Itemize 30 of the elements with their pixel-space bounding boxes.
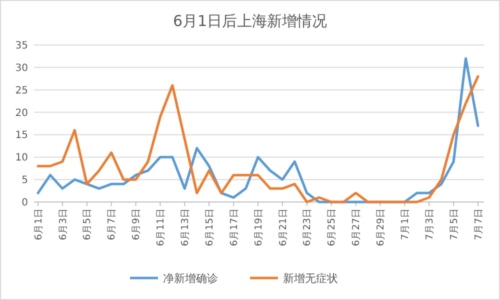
x-tick-label: 7月1日 (400, 208, 411, 240)
y-tick-label: 20 (15, 108, 28, 119)
x-tick-label: 6月3日 (58, 208, 69, 240)
x-tick-label: 6月21日 (278, 208, 289, 246)
x-tick-label: 7月5日 (448, 208, 460, 240)
x-tick-label: 6月27日 (351, 208, 362, 246)
chart-title: 6月1日后上海新增情况 (172, 12, 328, 30)
y-tick-label: 30 (15, 62, 28, 74)
x-tick-label: 6月1日 (33, 208, 44, 240)
x-tick-label: 6月29日 (376, 208, 387, 246)
x-tick-label: 6月5日 (82, 208, 94, 240)
x-tick-label: 6月17日 (228, 208, 240, 246)
x-tick-label: 7月7日 (473, 208, 484, 240)
x-tick-label: 6月23日 (302, 208, 314, 246)
x-tick-label: 6月19日 (253, 208, 264, 246)
x-tick-label: 6月13日 (180, 208, 191, 246)
legend-label: 新增无症状 (283, 272, 338, 285)
y-tick-label: 0 (22, 198, 28, 208)
y-tick-label: 35 (15, 40, 28, 52)
y-tick-label: 5 (22, 175, 28, 186)
y-tick-label: 15 (15, 130, 28, 142)
x-tick-label: 7月3日 (424, 208, 436, 240)
x-tick-label: 6月9日 (131, 208, 142, 240)
x-tick-label: 6月11日 (156, 208, 167, 246)
legend-label: 净新增确诊 (163, 272, 218, 285)
y-tick-label: 10 (15, 152, 28, 164)
y-tick-label: 25 (15, 85, 28, 96)
x-tick-label: 6月7日 (106, 208, 118, 240)
x-tick-label: 6月25日 (326, 208, 338, 246)
x-tick-label: 6月15日 (204, 208, 216, 246)
